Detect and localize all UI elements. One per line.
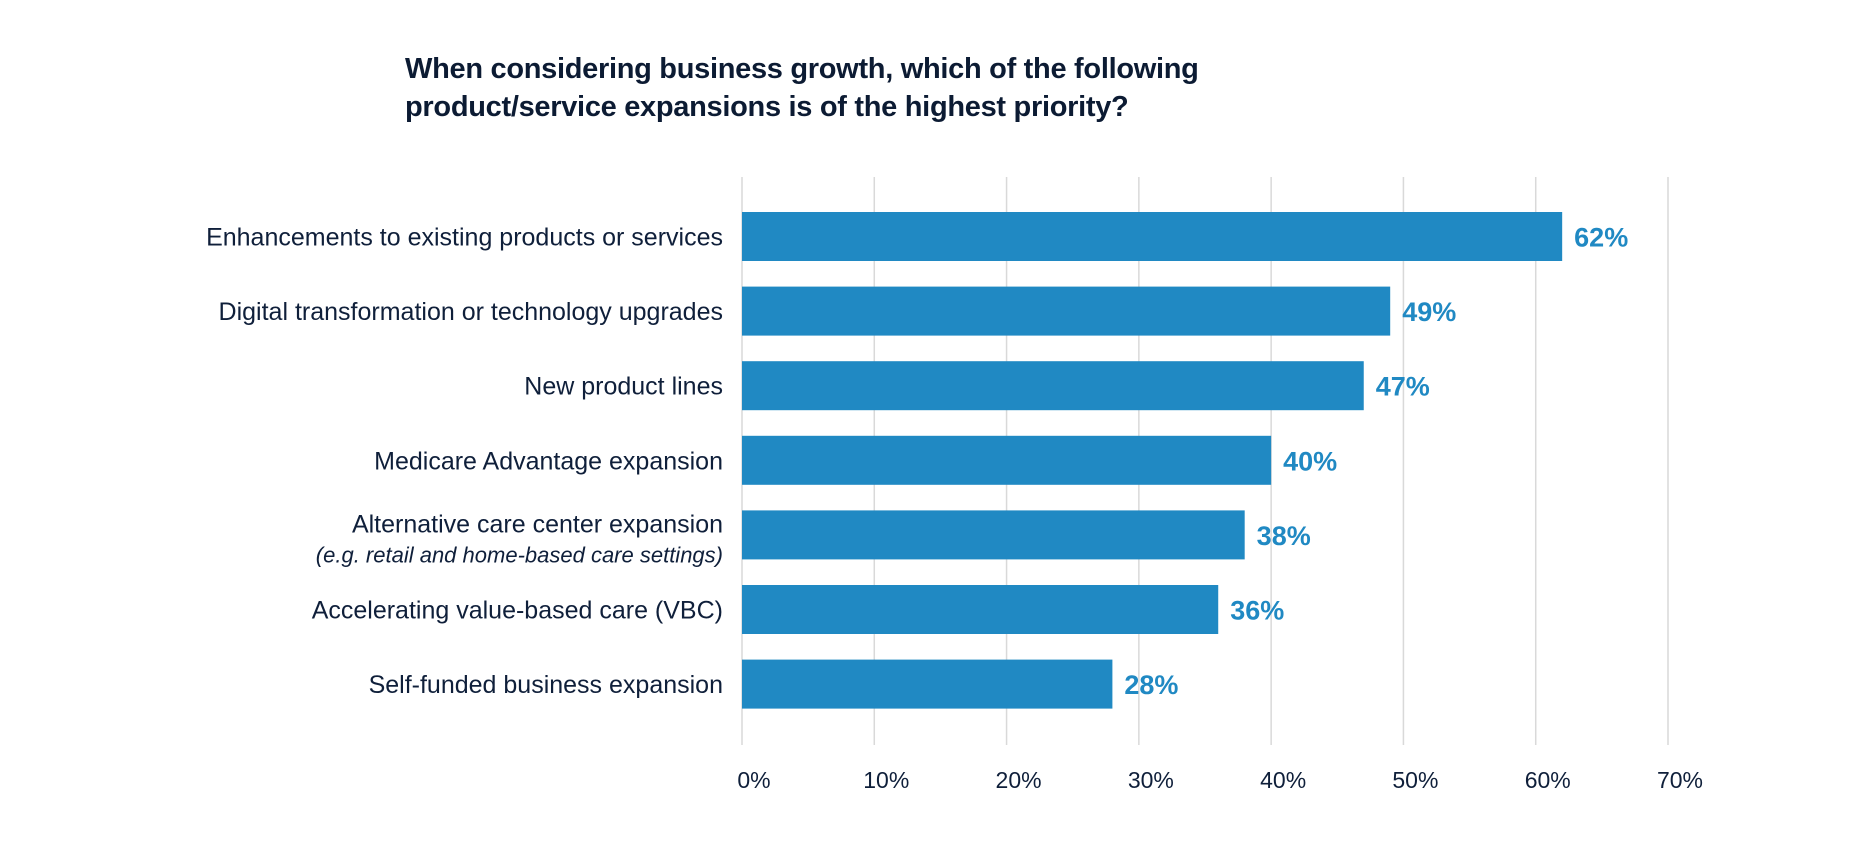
chart-title-line: product/service expansions is of the hig… [405,91,1129,123]
x-tick-label: 40% [1260,767,1306,793]
x-tick-label: 20% [996,767,1042,793]
category-label: Accelerating value-based care (VBC) [312,597,723,625]
category-label: Medicare Advantage expansion [374,447,723,475]
category-label: Digital transformation or technology upg… [219,298,723,326]
x-tick-label: 10% [863,767,909,793]
bar [742,585,1219,634]
category-label: Enhancements to existing products or ser… [206,224,723,252]
data-label: 62% [1574,223,1628,253]
chart-title-line: When considering business growth, which … [405,53,1199,85]
bar [742,286,1391,336]
data-label: 38% [1257,521,1311,551]
x-tick-label: 60% [1525,767,1571,793]
data-label: 28% [1124,670,1178,700]
bar [742,435,1272,485]
chart-title: When considering business growth, which … [405,50,1199,126]
data-label: 36% [1230,596,1284,626]
data-label: 47% [1376,372,1430,402]
data-label: 40% [1283,446,1337,476]
data-label: 49% [1402,297,1456,327]
bar [742,510,1245,560]
x-tick-label: 70% [1657,767,1703,793]
category-sublabel: (e.g. retail and home-based care setting… [316,542,723,567]
x-tick-label: 30% [1128,767,1174,793]
bar [742,212,1563,261]
x-tick-label: 0% [737,767,770,793]
x-tick-label: 50% [1392,767,1438,793]
category-label: New product lines [524,373,723,401]
category-label: Self-funded business expansion [369,671,723,699]
bar [742,361,1364,411]
category-label: Alternative care center expansion [352,510,723,538]
bar [742,659,1113,709]
